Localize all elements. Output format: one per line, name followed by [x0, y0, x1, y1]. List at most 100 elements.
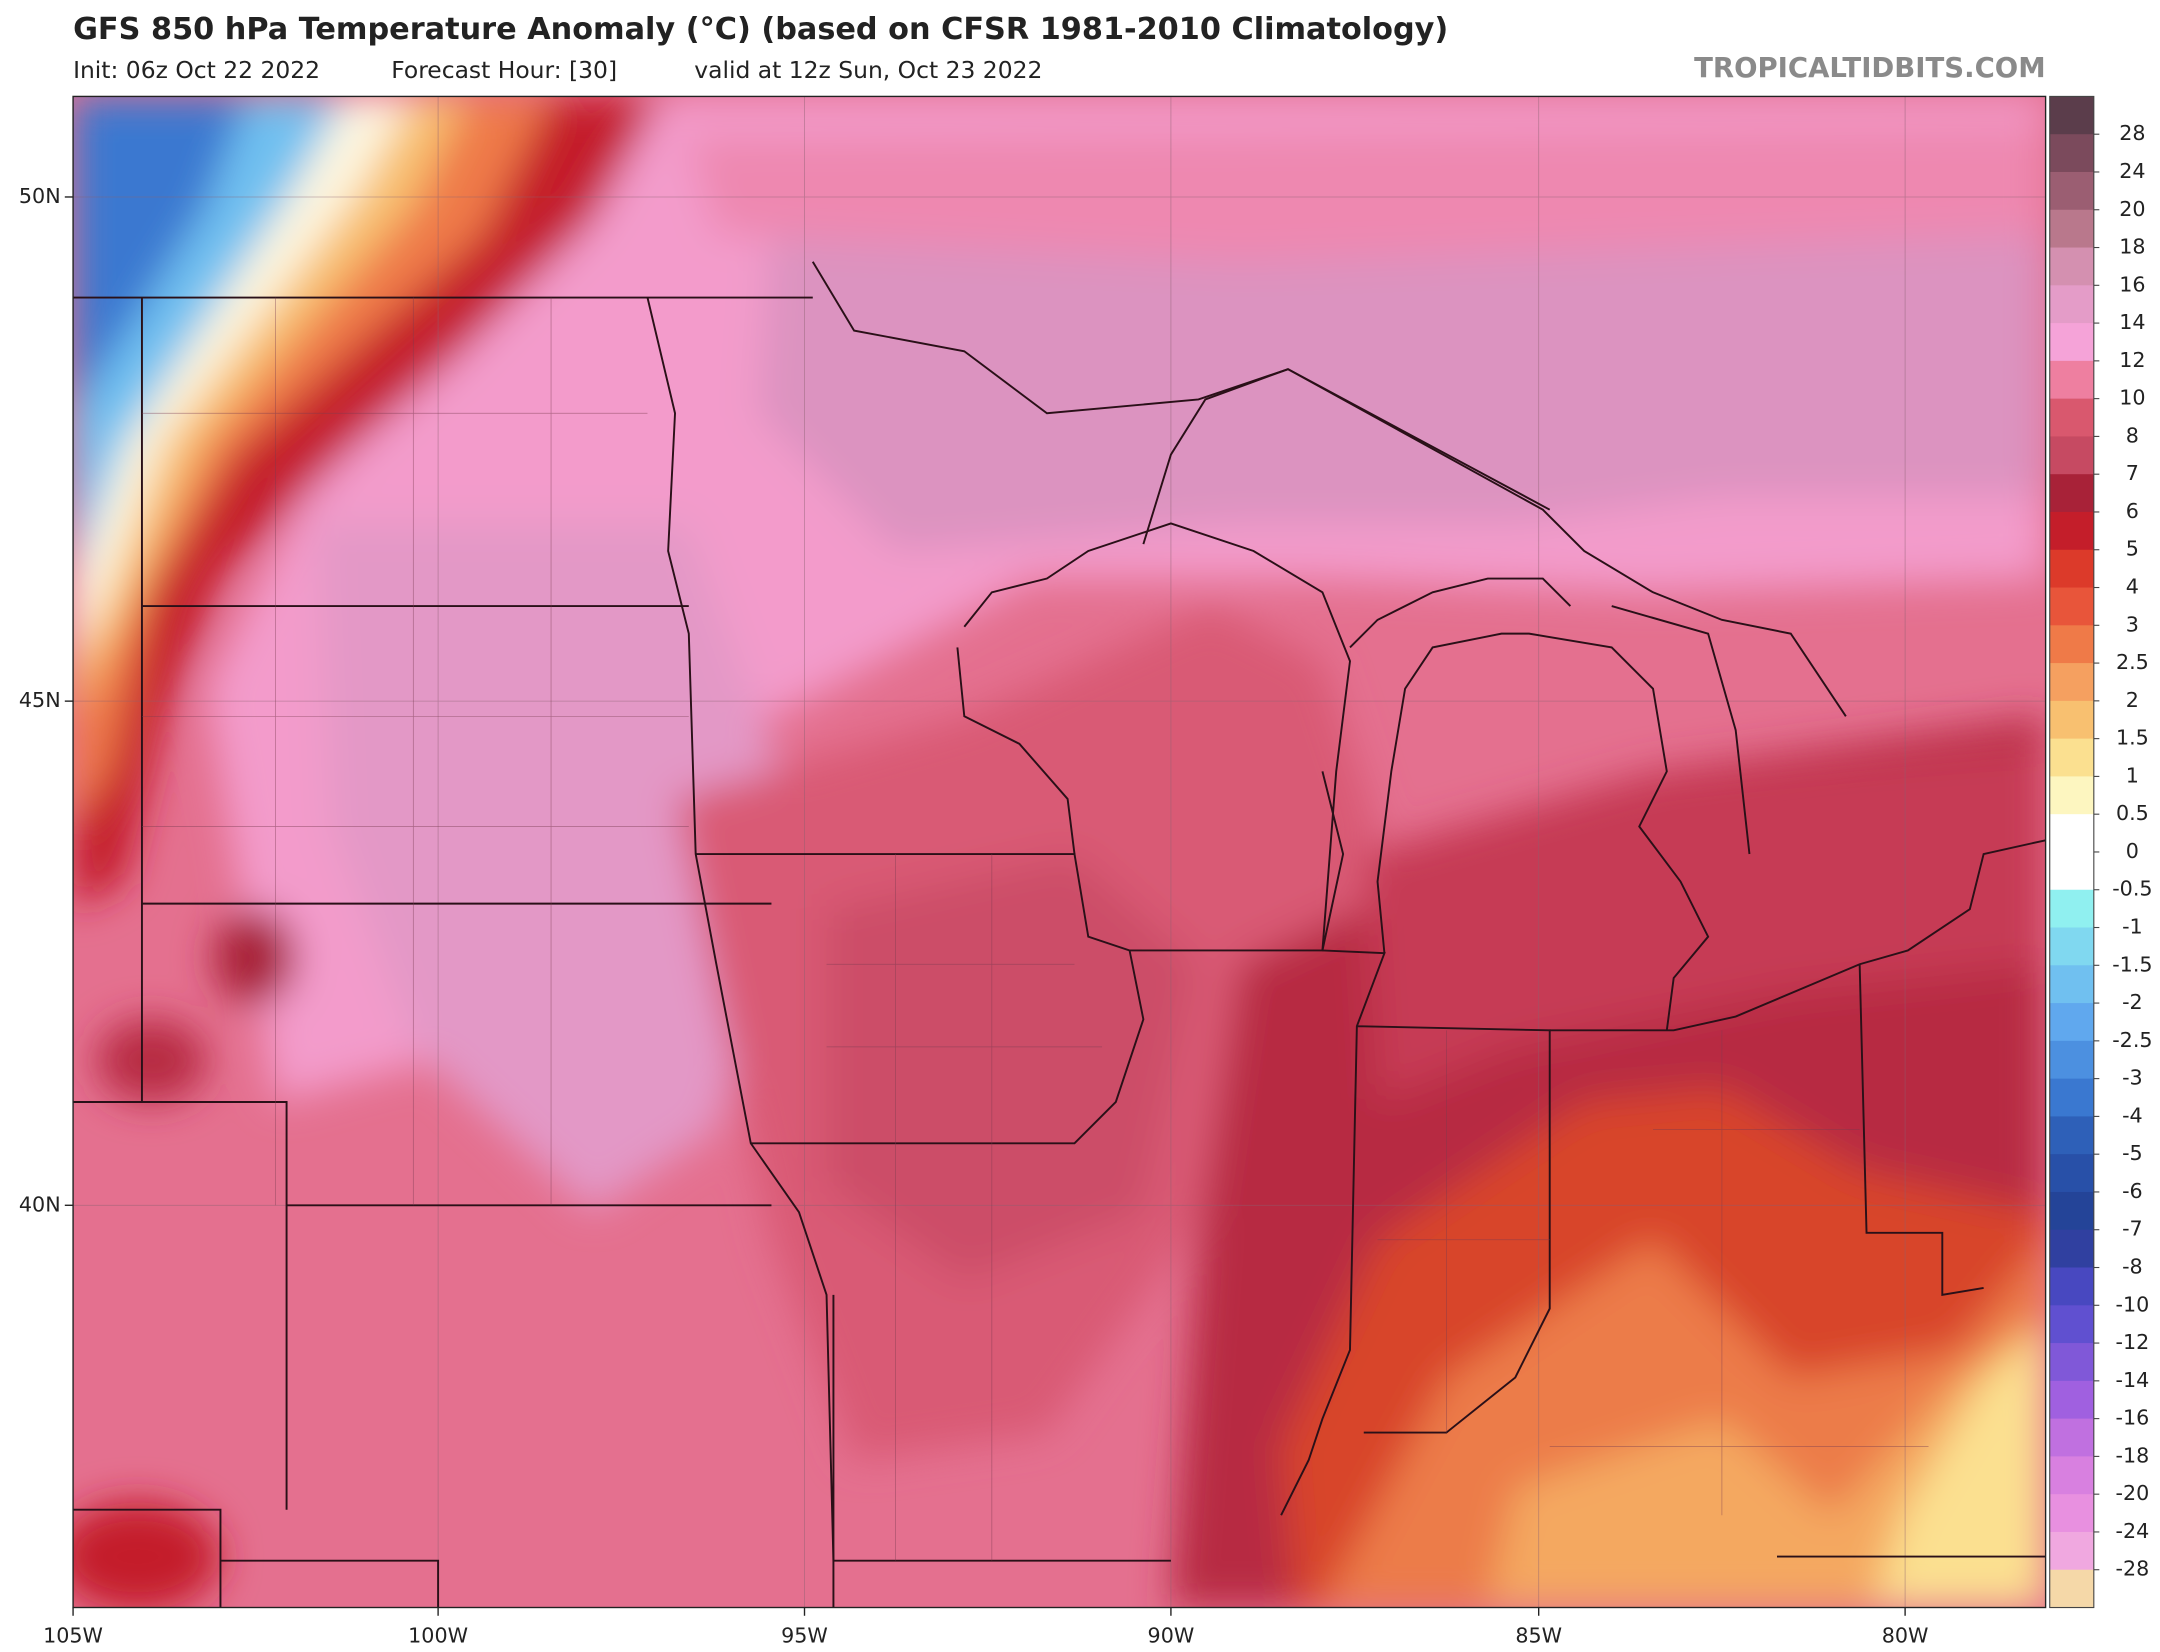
colorbar-swatch: [2049, 663, 2094, 702]
colorbar-label: 28: [2119, 121, 2145, 145]
colorbar-swatch: [2049, 398, 2094, 438]
colorbar-swatch: [2049, 1191, 2094, 1231]
colorbar-label: 24: [2119, 159, 2145, 183]
colorbar-label: 3: [2126, 612, 2139, 636]
colorbar-label: -4: [2122, 1103, 2143, 1127]
colorbar-swatch: [2049, 96, 2094, 135]
colorbar-swatch: [2049, 323, 2094, 362]
colorbar-label: 18: [2119, 235, 2145, 259]
colorbar-swatch: [2049, 134, 2094, 173]
colorbar-label: -20: [2116, 1481, 2150, 1505]
map-frame: [72, 95, 2047, 1609]
colorbar-label: -2.5: [2112, 1028, 2152, 1052]
colorbar-swatch: [2049, 436, 2094, 475]
colorbar-swatch: [2049, 700, 2094, 740]
colorbar-swatch: [2049, 1267, 2094, 1306]
lon-label: 90W: [1148, 1623, 1195, 1647]
colorbar-label: 8: [2126, 423, 2139, 447]
colorbar-label: 12: [2119, 348, 2145, 372]
colorbar-label: -28: [2116, 1557, 2150, 1581]
colorbar-swatch: [2049, 1456, 2094, 1495]
colorbar-swatch: [2049, 625, 2094, 664]
lon-label: 105W: [43, 1623, 103, 1647]
boundaries: [73, 96, 2046, 1608]
colorbar-label: 1: [2126, 763, 2139, 787]
colorbar-label: -10: [2116, 1292, 2150, 1316]
colorbar-swatch: [2049, 1305, 2094, 1344]
colorbar-label: 20: [2119, 197, 2145, 221]
colorbar-label: -1: [2122, 915, 2143, 939]
colorbar-label: -24: [2116, 1519, 2150, 1543]
colorbar-label: 2.5: [2116, 650, 2149, 674]
lat-label: 40N: [19, 1192, 61, 1216]
colorbar-label: -14: [2116, 1368, 2150, 1392]
lat-label: 50N: [19, 184, 61, 208]
colorbar-swatch: [2049, 1569, 2094, 1609]
colorbar-swatch: [2049, 738, 2094, 778]
colorbar-swatch: [2049, 889, 2094, 929]
anomaly-field: [73, 96, 2046, 1608]
lon-label: 80W: [1882, 1623, 1929, 1647]
colorbar-swatch: [2049, 1229, 2094, 1269]
colorbar-swatch: [2049, 360, 2094, 400]
lon-label: 100W: [408, 1623, 468, 1647]
colorbar-swatch: [2049, 474, 2094, 513]
colorbar-swatch: [2049, 1418, 2094, 1458]
colorbar-swatch: [2049, 587, 2094, 626]
colorbar-label: 7: [2126, 461, 2139, 485]
colorbar-label: 2: [2126, 688, 2139, 712]
colorbar-label: -3: [2122, 1066, 2143, 1090]
colorbar-swatch: [2049, 1531, 2094, 1571]
colorbar-swatch: [2049, 247, 2094, 286]
colorbar-label: 16: [2119, 272, 2145, 296]
colorbar-swatch: [2049, 1040, 2094, 1080]
colorbar-label: -18: [2116, 1443, 2150, 1467]
colorbar-swatch: [2049, 965, 2094, 1004]
colorbar-swatch: [2049, 171, 2094, 211]
colorbar-swatch: [2049, 927, 2094, 966]
valid-time: valid at 12z Sun, Oct 23 2022: [694, 56, 1042, 84]
colorbar-label: 6: [2126, 499, 2139, 523]
colorbar-swatch: [2049, 1078, 2094, 1118]
title: GFS 850 hPa Temperature Anomaly (°C) (ba…: [73, 12, 1448, 47]
colorbar-swatch: [2049, 1380, 2094, 1420]
lon-label: 95W: [781, 1623, 828, 1647]
credit: TROPICALTIDBITS.COM: [1694, 52, 2045, 84]
colorbar-swatch: [2049, 209, 2094, 249]
colorbar-swatch: [2049, 285, 2094, 324]
colorbar-swatch: [2049, 1154, 2094, 1193]
colorbar-swatch: [2049, 549, 2094, 589]
colorbar-label: -7: [2122, 1217, 2143, 1241]
colorbar-label: -5: [2122, 1141, 2143, 1165]
map-axes: 50N 45N 40N 105W 100W 95W 90W 85W 80W: [19, 184, 1929, 1647]
lat-label: 45N: [19, 688, 61, 712]
colorbar-swatch: [2049, 1003, 2094, 1042]
colorbar-swatch: [2049, 1343, 2094, 1382]
colorbar-swatch: [2049, 511, 2094, 551]
colorbar-swatch: [2049, 851, 2094, 891]
colorbar-label: -8: [2122, 1255, 2143, 1279]
colorbar-label: -16: [2116, 1406, 2150, 1430]
lon-label: 85W: [1515, 1623, 1562, 1647]
colorbar-label: 14: [2119, 310, 2145, 334]
colorbar-swatch: [2049, 1494, 2094, 1533]
colorbar-label: 10: [2119, 386, 2145, 410]
colorbar-swatch: [2049, 1116, 2094, 1155]
colorbar-label: -6: [2122, 1179, 2143, 1203]
forecast-hour: Forecast Hour: [30]: [391, 56, 617, 84]
colorbar-label: -0.5: [2112, 877, 2152, 901]
colorbar-swatch: [2049, 776, 2094, 815]
colorbar: 28 24 20 18 16 14 12 10 8 7 6 5 4 3 2.5 2 1.5 1 0.5 0 -0.5 -1…: [2049, 95, 2153, 1609]
colorbar-label: 1.5: [2116, 726, 2149, 750]
colorbar-label: -2: [2122, 990, 2143, 1014]
colorbar-label: 5: [2126, 537, 2139, 561]
colorbar-label: -1.5: [2112, 952, 2152, 976]
colorbar-label: 0.5: [2116, 801, 2149, 825]
colorbar-swatch: [2049, 814, 2094, 853]
colorbar-label: 0: [2126, 839, 2139, 863]
colorbar-label: -12: [2116, 1330, 2150, 1354]
colorbar-label: 4: [2126, 575, 2139, 599]
init-time: Init: 06z Oct 22 2022: [73, 56, 320, 84]
